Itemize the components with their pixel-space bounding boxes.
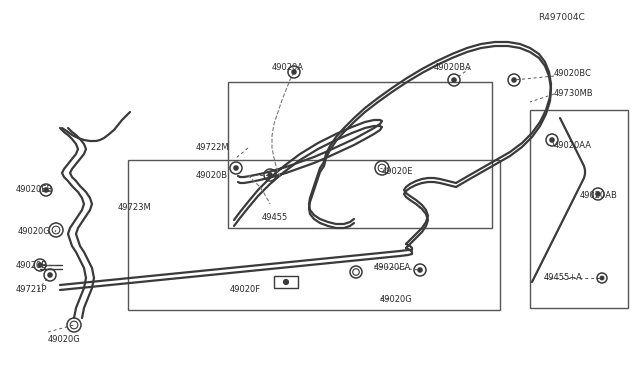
Text: 49020B: 49020B [196, 170, 228, 180]
Circle shape [452, 78, 456, 82]
Text: 49455+A: 49455+A [544, 273, 583, 282]
Text: 49020G: 49020G [48, 335, 81, 344]
Bar [128, 160, 500, 310]
Circle shape [44, 188, 48, 192]
Circle shape [596, 192, 600, 196]
Text: 49020F: 49020F [230, 285, 261, 295]
Circle shape [418, 268, 422, 272]
Text: 49020B: 49020B [16, 260, 48, 269]
Text: 49020A: 49020A [272, 64, 304, 73]
Text: 49730MB: 49730MB [554, 90, 594, 99]
Text: 49020EB: 49020EB [16, 186, 53, 195]
Text: 49020EA: 49020EA [374, 263, 412, 273]
Text: 49020AB: 49020AB [580, 192, 618, 201]
Text: 49020E: 49020E [382, 167, 413, 176]
Bar [530, 110, 628, 308]
Text: 49721P: 49721P [16, 285, 47, 295]
Circle shape [512, 78, 516, 82]
Circle shape [292, 70, 296, 74]
Text: R497004C: R497004C [538, 13, 585, 22]
Circle shape [600, 276, 604, 280]
Text: 49020G: 49020G [380, 295, 413, 305]
Circle shape [38, 263, 42, 267]
Text: 49020BA: 49020BA [434, 64, 472, 73]
Text: 49020AA: 49020AA [554, 141, 592, 150]
Text: 49020G: 49020G [18, 228, 51, 237]
Circle shape [268, 173, 272, 177]
Circle shape [234, 166, 238, 170]
Bar [228, 82, 492, 228]
Circle shape [284, 280, 289, 285]
Text: 49723M: 49723M [118, 203, 152, 212]
Text: 49455: 49455 [262, 214, 288, 222]
Text: 49020BC: 49020BC [554, 70, 592, 78]
Circle shape [550, 138, 554, 142]
Text: 49722M: 49722M [196, 144, 230, 153]
Bar [274, 276, 298, 288]
Circle shape [48, 273, 52, 277]
